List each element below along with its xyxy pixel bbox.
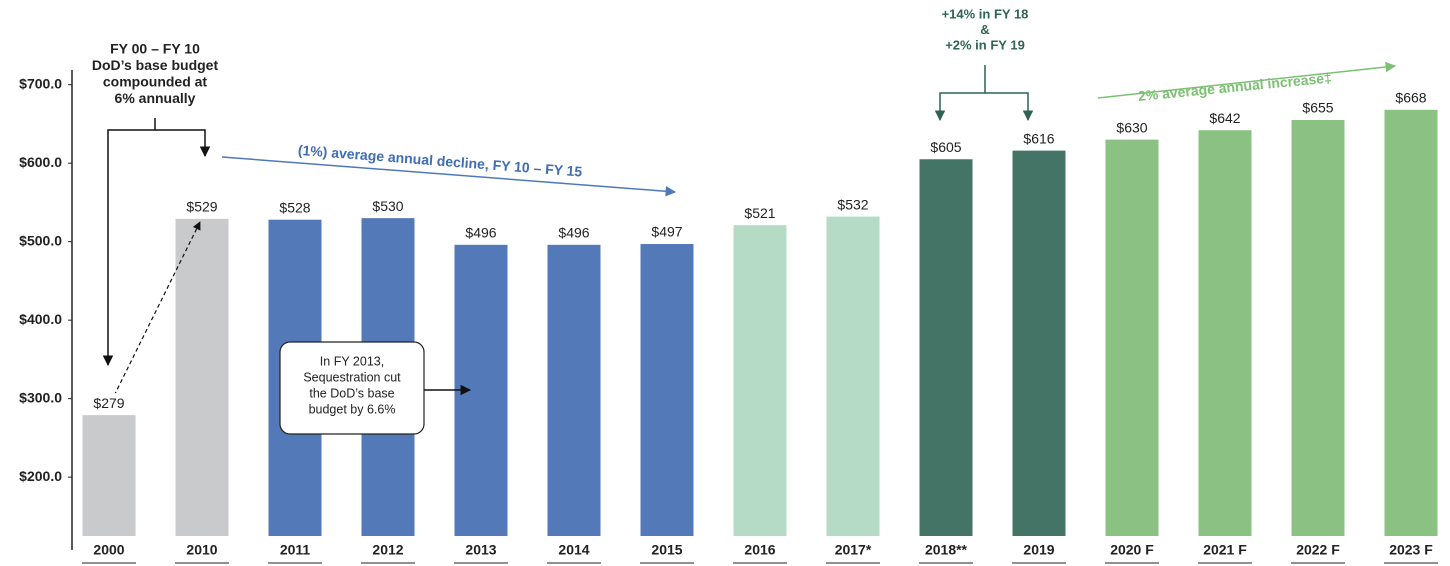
value-label: $279 <box>93 395 124 411</box>
value-label: $605 <box>930 139 961 155</box>
x-tick-label: 2021 F <box>1203 542 1247 558</box>
annotation: budget by 6.6% <box>309 402 396 416</box>
y-tick-label: $200.0 <box>19 468 62 484</box>
value-label-bg <box>643 222 691 243</box>
value-label-bg <box>1015 128 1063 149</box>
annotation: FY 00 – FY 10 <box>110 41 200 57</box>
x-tick-label: 2015 <box>651 542 682 558</box>
value-label: $532 <box>837 196 868 212</box>
value-label-bg <box>1387 87 1435 108</box>
bar <box>175 218 229 536</box>
annotation: +14% in FY 18 <box>942 6 1029 21</box>
x-tick-label: 2014 <box>558 542 589 558</box>
value-label: $616 <box>1023 130 1054 146</box>
value-label: $496 <box>558 225 589 241</box>
annotation: DoD’s base budget <box>92 57 219 73</box>
value-label-bg <box>178 196 226 217</box>
annotation-arrows <box>102 61 1397 435</box>
x-tick-label: 2023 F <box>1389 542 1433 558</box>
value-label-bg <box>1108 117 1156 138</box>
bars <box>82 109 1438 537</box>
value-label-bg <box>1294 98 1342 119</box>
annotation: the DoD’s base <box>309 386 394 400</box>
x-tick-label: 2019 <box>1023 542 1054 558</box>
x-tick-label: 2012 <box>372 542 403 558</box>
bar <box>640 244 694 536</box>
x-tick-label: 2010 <box>186 542 217 558</box>
value-label-bg <box>829 194 877 215</box>
value-label-bg <box>85 393 133 414</box>
value-label: $655 <box>1302 100 1333 116</box>
y-tick-label: $600.0 <box>19 154 62 170</box>
annotation: In FY 2013, <box>320 354 384 368</box>
value-label-bg <box>922 137 970 158</box>
annotation: Sequestration cut <box>303 370 401 384</box>
bar <box>733 225 787 536</box>
x-tick-label: 2011 <box>280 542 311 558</box>
y-tick-label: $300.0 <box>19 389 62 405</box>
value-label-bg <box>736 203 784 224</box>
value-label: $530 <box>372 198 403 214</box>
annotation: +2% in FY 19 <box>945 37 1025 52</box>
annotation: compounded at <box>103 74 208 90</box>
x-tick-label: 2016 <box>744 542 775 558</box>
bar <box>547 244 601 536</box>
value-label: $529 <box>186 199 217 215</box>
x-tick-label: 2000 <box>93 542 124 558</box>
bar <box>1012 150 1066 536</box>
bar <box>1291 120 1345 536</box>
bar <box>1384 109 1438 536</box>
annotation: 6% annually <box>115 90 196 106</box>
value-label: $497 <box>651 224 682 240</box>
x-tick-label: 2018** <box>925 542 968 558</box>
x-tick-label: 2017* <box>835 542 872 558</box>
value-label-bg <box>271 197 319 218</box>
value-label: $642 <box>1209 110 1240 126</box>
bar <box>919 159 973 536</box>
value-label: $521 <box>744 205 775 221</box>
x-tick-label: 2013 <box>465 542 496 558</box>
value-label: $528 <box>279 199 310 215</box>
value-label: $630 <box>1116 119 1147 135</box>
value-label-bg <box>457 222 505 243</box>
value-label-bg <box>1201 108 1249 129</box>
value-label: $668 <box>1395 90 1426 106</box>
y-tick-label: $500.0 <box>19 232 62 248</box>
x-tick-label: 2022 F <box>1296 542 1340 558</box>
y-tick-label: $700.0 <box>19 75 62 91</box>
value-label-bg <box>364 196 412 217</box>
bar <box>826 216 880 536</box>
bar <box>1105 139 1159 536</box>
value-label-bg <box>550 222 598 243</box>
y-tick-label: $400.0 <box>19 311 62 327</box>
bar <box>1198 130 1252 537</box>
x-tick-label: 2020 F <box>1110 542 1154 558</box>
annotation: & <box>980 22 989 37</box>
value-label: $496 <box>465 225 496 241</box>
bar <box>82 415 136 536</box>
